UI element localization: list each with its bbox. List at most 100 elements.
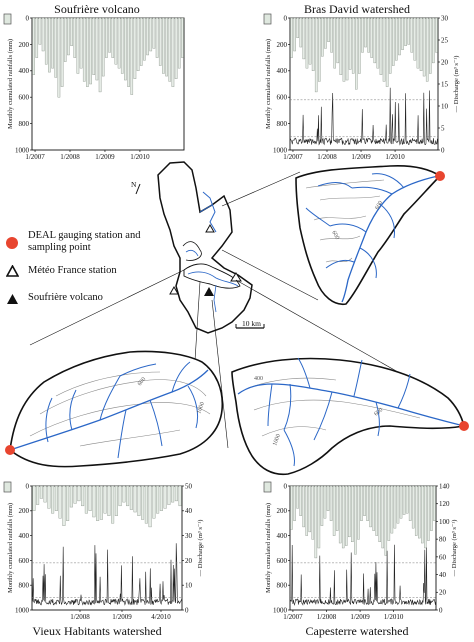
y2-tick-label: 25 [441,36,449,44]
rainfall-bar [390,485,394,534]
rainfall-bar [98,17,102,93]
rainfall-bar [41,17,45,52]
rainfall-bar [54,17,58,78]
rainfall-bar [339,17,343,75]
y-tick-label: 1000 [273,146,288,154]
rainfall-bar [314,17,318,93]
north-label: N [131,180,137,189]
chart-soufriere: Soufrière volcano 0 200 400 600 800 1000 Month… [2,0,192,166]
discharge-line [289,544,437,606]
rainfall-bar [427,485,430,541]
rainfall-bar [174,485,178,502]
x-tick-label: 1/2007 [283,613,303,621]
contour-label: 1000 [272,433,282,446]
y-tick-label: 0 [284,14,288,22]
rainfall-bar [143,17,146,61]
y-tick-label: 800 [277,582,288,590]
y2-axis-title: — Discharge (m³ s⁻¹) [453,56,460,114]
meteo-marker [169,285,179,295]
y-tick-label: 600 [19,94,30,102]
rainfall-bar [51,485,55,514]
y2-tick-label: 40 [439,571,447,579]
rainfall-bar [329,485,333,521]
x-tick-label: 1/2009 [350,613,370,621]
rainfall-bar [88,485,92,511]
y-tick-label: 400 [277,532,288,540]
y-tick-label: 600 [19,557,30,565]
rainfall-bar [425,17,429,82]
gauging-station-icon [6,237,18,249]
rainfall-bar [133,485,137,513]
contour-label: 600 [373,407,384,417]
y2-tick-label: 10 [441,102,449,110]
rainfall-bar [351,485,354,542]
rainfall-legend-swatch [263,13,272,25]
rainfall-bar [363,485,366,516]
rainfall-bar [314,485,318,559]
rainfall-bar [354,485,357,555]
x-tick-label: 1/2009 [351,153,371,161]
rainfall-bar [144,485,148,524]
y2-tick-label: 80 [439,536,447,544]
rainfall-bar [163,485,167,509]
rainfall-bar [305,485,308,536]
rainfall-bar [376,17,380,69]
discharge-line [31,543,183,606]
rainfall-bar [129,485,133,510]
rainfall-bar [405,485,409,514]
rainfall-bar [111,485,115,524]
y2-tick-label: 0 [439,606,443,614]
rainfall-bar [384,485,388,556]
rainfall-bar [330,17,333,53]
rainfall-legend-swatch [3,13,12,25]
rainfall-bar [361,17,364,53]
y-tick-label: 800 [19,582,30,590]
rainfall-bar [299,17,303,48]
rainfall-bar [69,485,73,508]
y2-tick-label: 30 [441,14,449,22]
rainfall-bar [398,17,401,56]
y2-tick-label: 60 [439,553,447,561]
rainfall-bar [130,17,134,95]
watershed-capesterre: 400 600 1000 [231,357,469,476]
x-tick-label: 1/2010 [385,153,405,161]
rainfall-bar [413,17,417,61]
rainfall-bar [399,485,403,519]
rainfall-bar [66,485,70,521]
y2-tick-label: 20 [441,58,449,66]
rainfall-bar [60,17,64,87]
rainfall-bar [105,17,108,58]
rainfall-bar [77,485,81,502]
contour-label: 600 [330,230,340,241]
y-axis-title: Monthly cumulated rainfalls (mm) [265,503,272,593]
rainfall-bar [73,17,77,58]
chart-title: Vieux Habitants watershed [32,624,162,638]
rainfall-bar [92,17,96,75]
chart-capesterre: Capesterre watershed 0 200 400 600 800 1000 Mo… [262,476,458,642]
rainfall-bar [155,17,159,58]
meteo-station-icon [5,264,20,282]
rainfall-bar [305,17,309,69]
rainfall-bar [375,485,378,536]
rainfall-bar [126,485,130,507]
y-tick-label: 600 [277,94,288,102]
rainfall-bar [76,17,80,74]
rainfall-bar [54,485,58,511]
contour-label: 400 [254,376,263,382]
rainfall-bar [171,17,175,87]
rainfall-bar [302,17,306,60]
rainfall-bar [351,17,355,74]
y2-tick-label: 120 [439,500,450,508]
chart-title: Bras David watershed [304,2,410,16]
rainfall-bar [324,17,327,49]
rainfall-bar [43,485,47,503]
rainfall-bar [433,485,436,521]
rainfall-bar [36,485,40,505]
rainfall-bar [32,17,35,75]
rainfall-bar [381,485,385,549]
rainfall-bar [95,17,99,81]
rainfall-bar [385,17,389,87]
